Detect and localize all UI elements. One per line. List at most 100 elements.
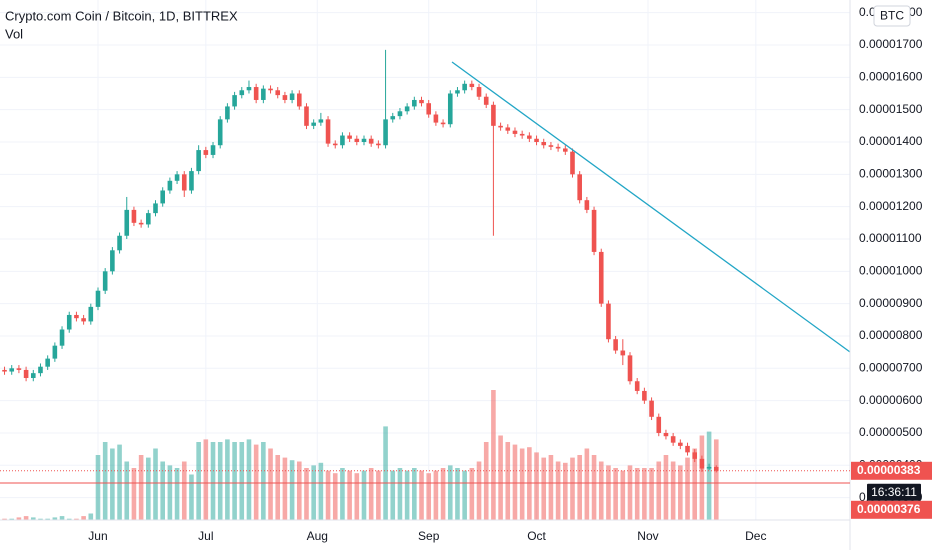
candle-body: [476, 87, 482, 97]
candle-body: [498, 125, 503, 128]
volume-bar: [325, 470, 331, 520]
y-tick-label: 0.00000600: [859, 393, 923, 407]
candle-body: [354, 138, 360, 142]
overlays: 0.00000383 16:36:11 0.00000376 BTC: [0, 5, 932, 519]
candle-body: [534, 138, 539, 142]
candle-body: [304, 106, 309, 126]
volume-bar: [476, 461, 482, 520]
candle-body: [210, 145, 216, 155]
candle-body: [455, 90, 460, 94]
y-tick-label: 0.00000700: [859, 360, 923, 374]
last-price-label: 0.00000383: [857, 463, 921, 477]
volume-bar: [462, 470, 467, 520]
volume-bar: [563, 462, 568, 520]
volume-bar: [296, 461, 302, 520]
volume-bar: [189, 474, 194, 520]
candle-body: [282, 95, 288, 100]
volume-bar: [404, 470, 410, 520]
volume-bar: [548, 455, 554, 520]
candle-body: [181, 174, 187, 191]
candle-body: [584, 200, 590, 210]
y-tick-label: 0.00001700: [859, 37, 923, 51]
volume-bar: [433, 470, 439, 520]
candle-body: [361, 138, 367, 142]
volume-bar: [138, 455, 144, 520]
volume-bar: [519, 448, 525, 520]
volume-bar: [678, 465, 683, 520]
candle-body: [174, 174, 180, 181]
volume-bar: [397, 468, 403, 520]
candle-body: [462, 83, 467, 91]
volume-bar: [275, 455, 281, 520]
volume-bar: [95, 455, 101, 520]
volume-bar: [347, 470, 352, 520]
candle-body: [678, 442, 683, 446]
symbol-badge: [873, 5, 911, 27]
volume-bar: [383, 426, 388, 520]
candle-body: [620, 350, 626, 356]
volume-bar: [146, 457, 151, 520]
volume-bar: [318, 462, 324, 520]
volume-bar: [620, 470, 626, 520]
volume-bar: [23, 516, 29, 520]
volume-bar: [268, 448, 273, 520]
volume-bar: [455, 468, 460, 520]
y-tick-label: 0.00001000: [859, 263, 923, 277]
trend-line[interactable]: [451, 61, 851, 353]
x-tick-label: Aug: [307, 529, 328, 543]
candle-body: [131, 209, 137, 223]
volume-bar: [663, 455, 669, 520]
candle-body: [232, 95, 237, 107]
y-tick-label: 0.00001400: [859, 134, 923, 148]
volume-bar: [368, 468, 374, 520]
candle-body: [81, 318, 86, 322]
volume-bar: [649, 468, 654, 520]
volume-bar: [217, 442, 223, 520]
y-tick-label: 0.00001200: [859, 199, 923, 213]
volume-bar: [2, 518, 7, 520]
candle-body: [663, 432, 669, 437]
candle-body: [23, 369, 29, 379]
candle-body: [692, 452, 698, 459]
volume-bar: [88, 513, 94, 520]
volume-bar: [577, 455, 582, 520]
volume-bar: [491, 390, 496, 520]
candle-body: [548, 145, 554, 147]
volume-bar: [584, 448, 590, 520]
volume-bar: [332, 473, 338, 520]
symbol-label: BTC: [880, 9, 904, 23]
x-tick-label: Jul: [198, 529, 213, 543]
candle-body: [685, 445, 690, 453]
candle-body: [613, 339, 618, 351]
candle-body: [124, 209, 130, 236]
candle-body: [325, 119, 331, 144]
candle-body: [268, 88, 273, 91]
volume-bar: [181, 461, 187, 520]
axes: 0.000018000.000017000.000016000.00001500…: [88, 5, 922, 543]
candle-body: [642, 390, 647, 401]
candle-body: [253, 87, 259, 100]
x-tick-label: Sep: [418, 529, 440, 543]
candle-body: [440, 122, 446, 125]
candle-body: [196, 150, 201, 172]
volume-bar: [685, 457, 690, 520]
volume-bar: [124, 461, 130, 520]
volume-bar: [512, 444, 518, 520]
volume-bar: [253, 444, 259, 520]
candle-body: [368, 138, 374, 144]
candle-body: [491, 104, 496, 126]
candle-body: [332, 143, 338, 146]
candle-body: [412, 99, 417, 107]
candle-body: [433, 114, 439, 123]
volume-bar: [570, 457, 575, 520]
candle-body: [419, 99, 424, 104]
candle-body: [591, 209, 597, 252]
candle-body: [649, 400, 654, 417]
candle-body: [627, 355, 633, 382]
volume-bar: [74, 518, 79, 520]
candle-body: [74, 314, 79, 319]
candle-body: [225, 106, 230, 120]
candle-body: [246, 87, 252, 91]
volume-bar: [232, 442, 237, 520]
